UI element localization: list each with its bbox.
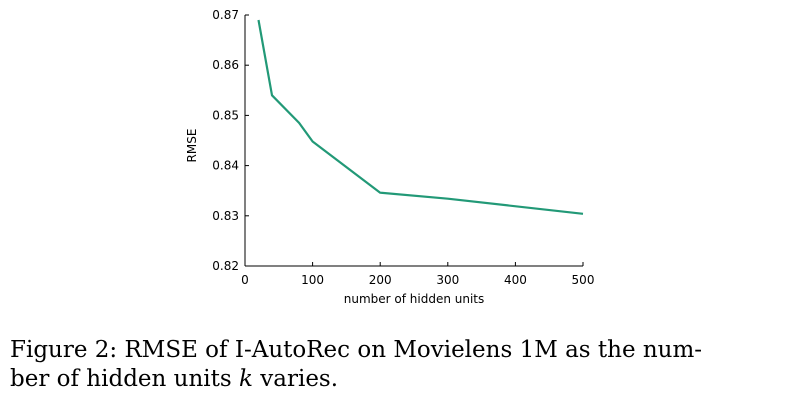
chart-ticks: 0 100 200 300 400 500 0.82 0.83 0.84 0.85 0.86 0.87 bbox=[212, 8, 594, 287]
y-axis-label: RMSE bbox=[185, 129, 199, 163]
x-tick-label: 100 bbox=[301, 273, 324, 287]
x-tick-label: 400 bbox=[504, 273, 527, 287]
y-tick-label: 0.83 bbox=[212, 209, 239, 223]
x-axis-label: number of hidden units bbox=[344, 292, 485, 306]
figure-caption: Figure 2: RMSE of I-AutoRec on Movielens… bbox=[10, 336, 782, 394]
y-tick-label: 0.84 bbox=[212, 159, 239, 173]
caption-line-2: ber of hidden units k varies. bbox=[10, 365, 782, 394]
x-tick-label: 0 bbox=[241, 273, 249, 287]
rmse-series-line bbox=[257, 19, 584, 215]
caption-line-2-start: ber of hidden units bbox=[10, 366, 240, 392]
x-tick-label: 300 bbox=[436, 273, 459, 287]
x-tick-label: 200 bbox=[369, 273, 392, 287]
caption-line-2-end: varies. bbox=[252, 366, 339, 392]
chart-series bbox=[257, 19, 584, 215]
caption-variable-k: k bbox=[239, 366, 253, 392]
y-tick-label: 0.82 bbox=[212, 259, 239, 273]
rmse-line-chart: 0 100 200 300 400 500 0.82 0.83 0.84 0.85 0.86 0.87… bbox=[185, 8, 594, 306]
caption-line-1: Figure 2: RMSE of I-AutoRec on Movielens… bbox=[10, 337, 703, 363]
chart-axes bbox=[244, 15, 583, 267]
x-tick-label: 500 bbox=[572, 273, 595, 287]
y-tick-label: 0.87 bbox=[212, 8, 239, 22]
y-tick-label: 0.86 bbox=[212, 58, 239, 72]
y-tick-label: 0.85 bbox=[212, 108, 239, 122]
